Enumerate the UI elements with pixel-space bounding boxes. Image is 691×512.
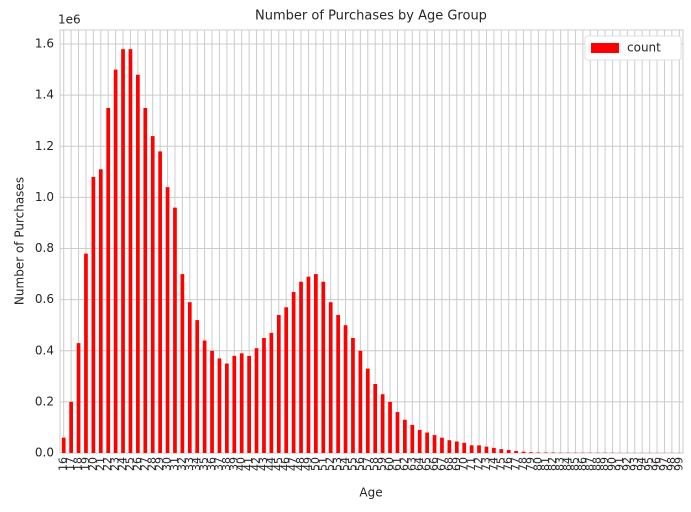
bar — [181, 274, 185, 453]
y-tick-label: 0.4 — [35, 343, 54, 357]
bar — [158, 151, 162, 453]
bar — [232, 356, 236, 453]
bar — [507, 450, 511, 453]
bar — [499, 449, 503, 453]
bar — [99, 169, 103, 453]
y-tick-label: 1.4 — [35, 88, 54, 102]
bar — [188, 302, 192, 453]
bar — [106, 108, 110, 453]
bar — [143, 108, 147, 453]
bar — [544, 452, 548, 453]
bar — [255, 348, 259, 453]
y-axis-label: Number of Purchases — [13, 177, 27, 305]
y-tick-label: 0.6 — [35, 292, 54, 306]
bar — [84, 254, 88, 453]
bar — [203, 341, 207, 453]
bar — [455, 441, 459, 453]
bar — [195, 320, 199, 453]
bar — [136, 75, 140, 453]
bar — [114, 70, 118, 453]
y-tick-label: 1.0 — [35, 190, 54, 204]
bar — [425, 433, 429, 453]
bar — [292, 292, 296, 453]
bar — [270, 333, 274, 453]
y-tick-label: 1.2 — [35, 139, 54, 153]
bar — [284, 307, 288, 453]
bar — [314, 274, 318, 453]
legend-swatch — [591, 43, 619, 53]
x-tick-label: 99 — [672, 457, 685, 471]
y-tick-label: 0.0 — [35, 446, 54, 460]
bar — [218, 358, 222, 453]
bar — [307, 277, 311, 453]
bar — [462, 443, 466, 453]
bar — [262, 338, 266, 453]
bar — [366, 369, 370, 453]
bar — [492, 448, 496, 453]
bar — [470, 445, 474, 453]
bar — [448, 440, 452, 453]
bar — [344, 325, 348, 453]
bar — [277, 315, 281, 453]
y-tick-label: 0.2 — [35, 394, 54, 408]
bar — [62, 438, 66, 453]
bar — [388, 402, 392, 453]
bar — [373, 384, 377, 453]
bar — [351, 338, 355, 453]
bar — [92, 177, 96, 453]
bar — [359, 351, 363, 453]
chart-title: Number of Purchases by Age Group — [255, 9, 487, 24]
bar — [321, 282, 325, 453]
x-axis-label: Age — [359, 486, 382, 500]
bar — [129, 49, 133, 453]
bar — [440, 438, 444, 453]
bar — [240, 353, 244, 453]
bar — [551, 452, 555, 453]
y-tick-label: 0.8 — [35, 241, 54, 255]
legend-label: count — [627, 41, 661, 55]
bar — [433, 435, 437, 453]
bar — [485, 447, 489, 453]
bar — [522, 452, 526, 453]
bar — [247, 356, 251, 453]
bar — [225, 364, 229, 453]
y-tick-label: 1.6 — [35, 37, 54, 51]
bar — [410, 425, 414, 453]
bar — [396, 412, 400, 453]
bar — [381, 394, 385, 453]
bar — [336, 315, 340, 453]
bar — [403, 420, 407, 453]
bar — [121, 49, 125, 453]
bar — [166, 187, 170, 453]
bar — [529, 452, 533, 453]
bar — [514, 451, 518, 453]
bar — [329, 302, 333, 453]
bar — [477, 445, 481, 453]
bar — [69, 402, 73, 453]
bar — [173, 208, 177, 453]
bar — [77, 343, 81, 453]
bar — [151, 136, 155, 453]
bar — [418, 430, 422, 453]
bar — [537, 452, 541, 453]
bar — [210, 351, 214, 453]
y-offset-label: 1e6 — [58, 13, 81, 27]
bar — [299, 282, 303, 453]
